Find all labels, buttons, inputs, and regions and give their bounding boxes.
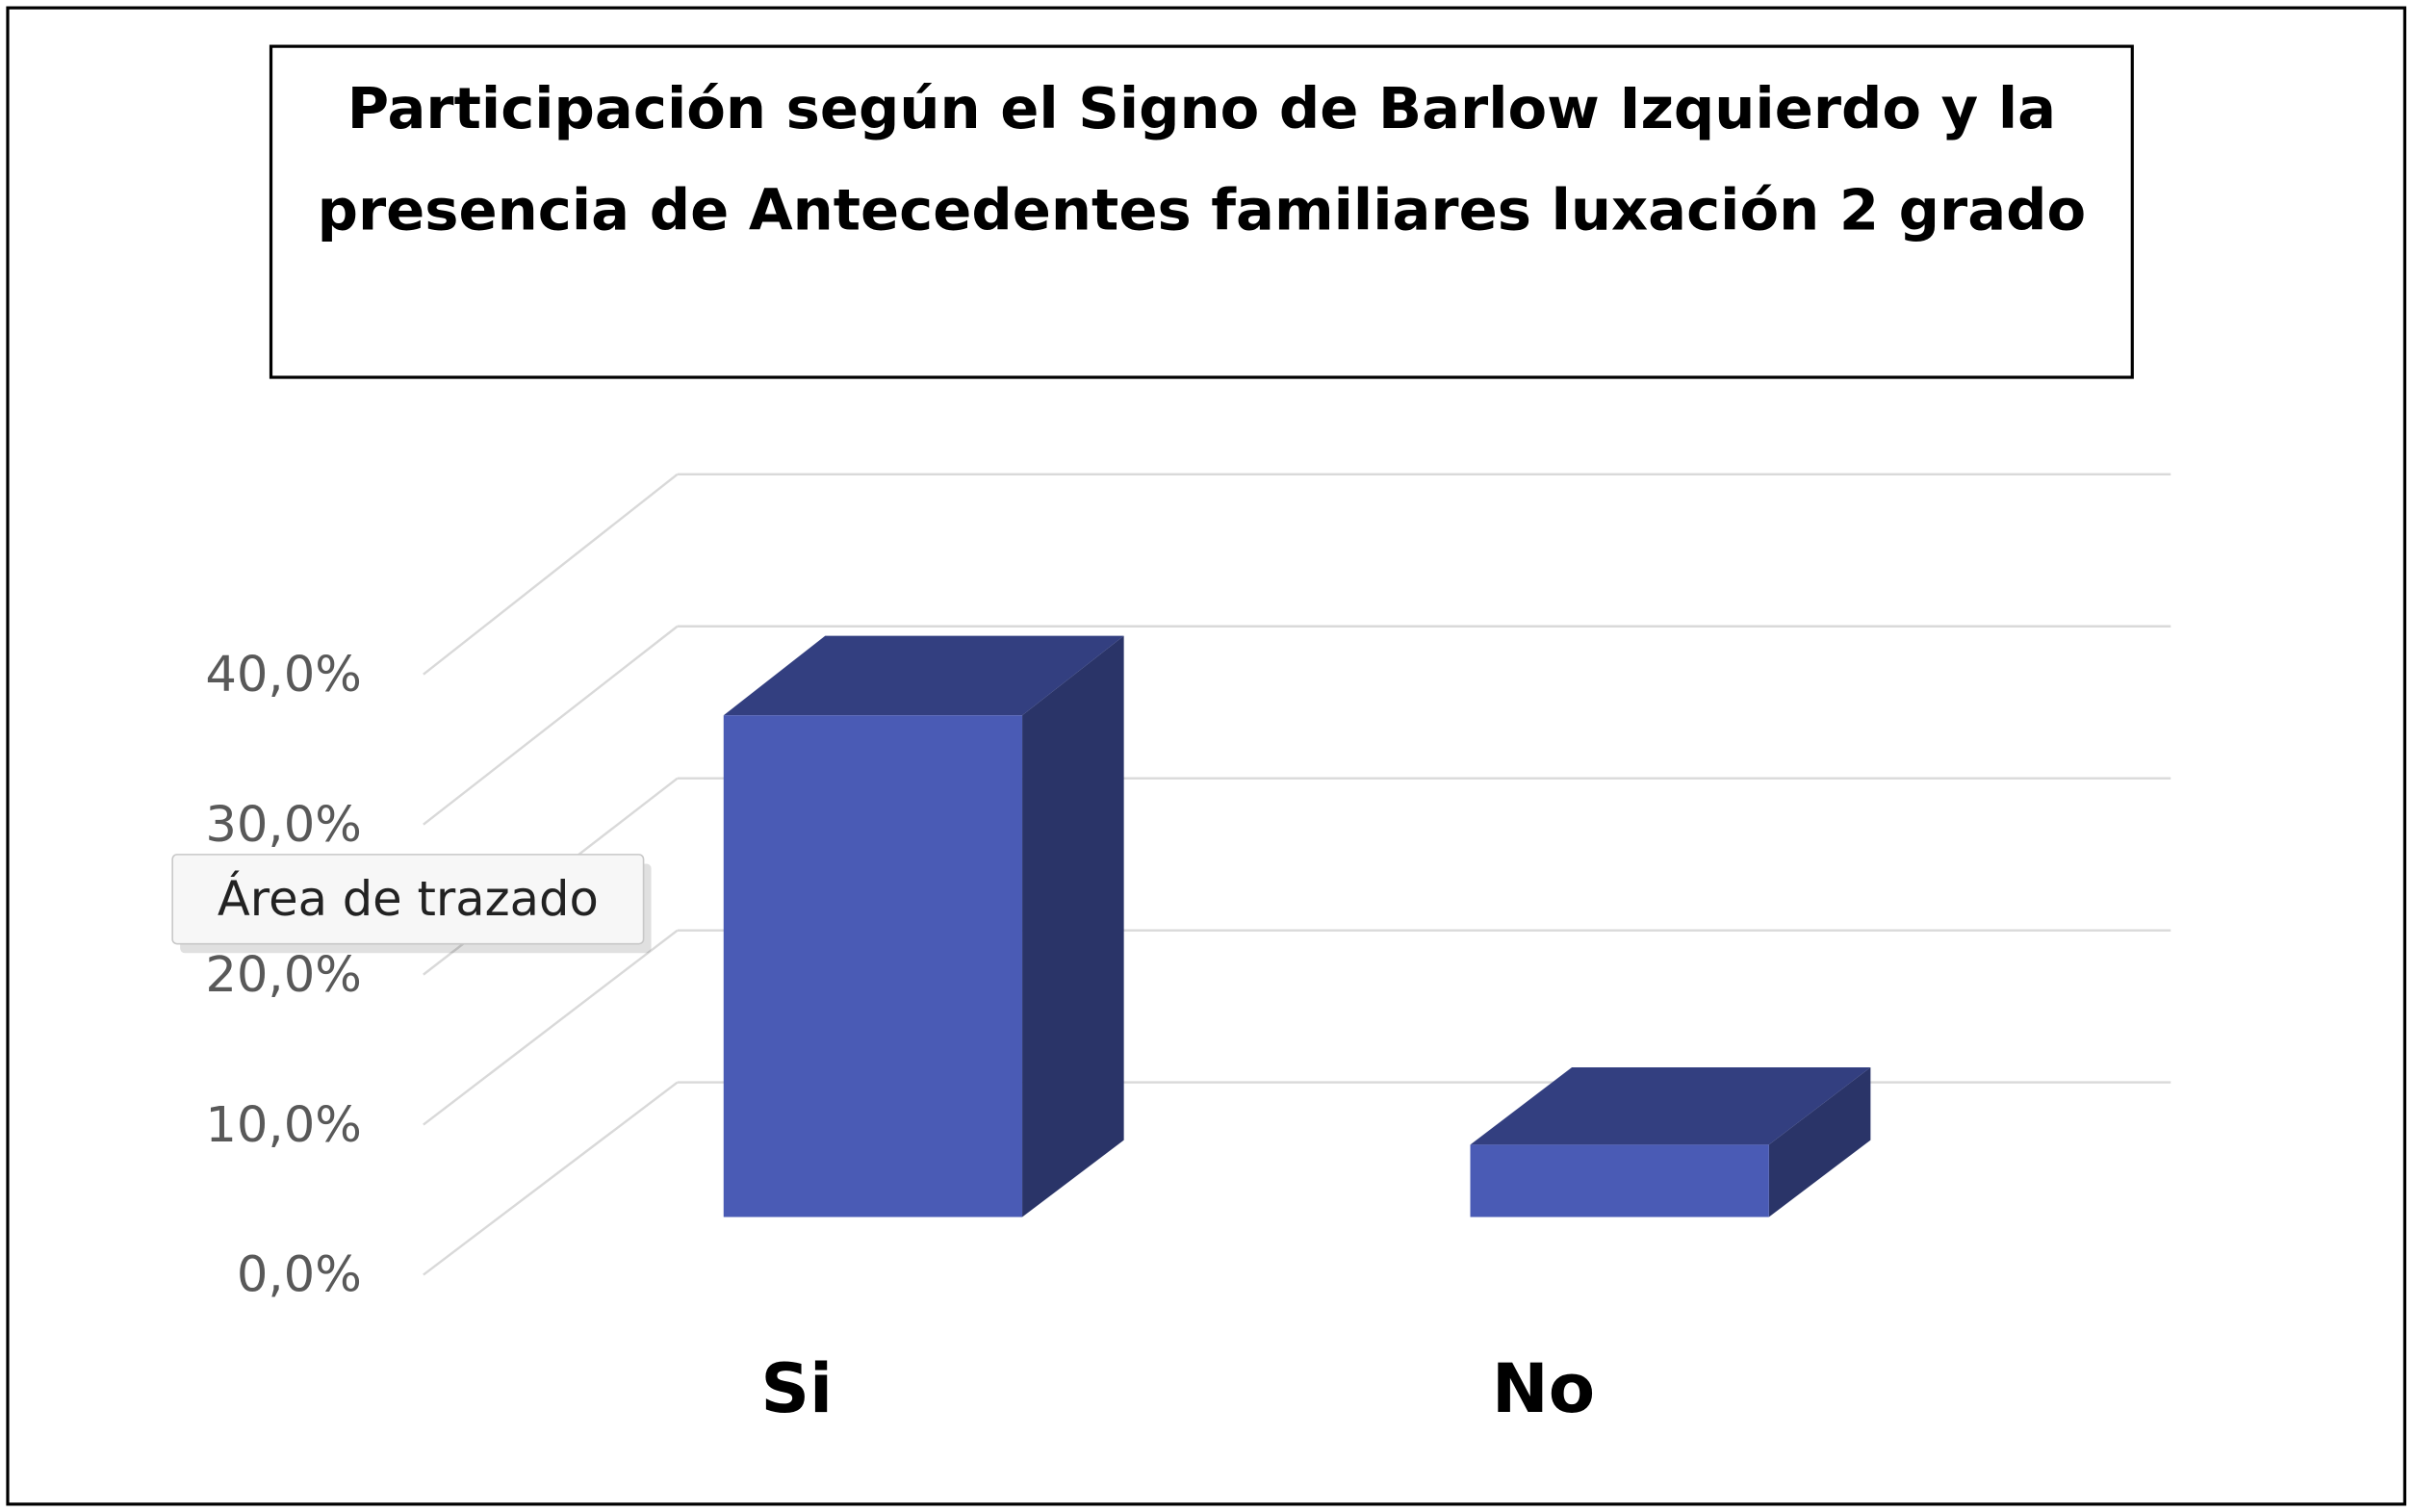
title-holder: Participación según el Signo de Barlow I… [317,75,2087,243]
bar-front [1470,1144,1769,1217]
y-tick-label: 10,0% [205,1096,362,1154]
y-tick-label: 30,0% [205,796,362,854]
bar [723,635,1124,1217]
plot-area: 0,0% 10,0% 20,0% 30,0% 40,0% Si No [205,473,2171,1428]
title-box [269,44,2134,379]
x-tick-label: No [1492,1349,1595,1428]
y-tick-label: 40,0% [205,646,362,704]
bar-top [723,635,1124,716]
grid-line-side [423,929,679,1126]
bar-side [1022,635,1124,1217]
grid-line-side [423,625,679,826]
chart-title: Participación según el Signo de Barlow I… [317,75,2087,243]
bar-side [1768,1067,1871,1217]
tooltip-box [171,854,645,945]
bar [1470,1067,1871,1217]
grid-line-side [423,473,679,676]
y-tick-label: 20,0% [205,946,362,1004]
grid-line-side [423,1081,679,1276]
tooltip: Área de trazado [171,854,652,954]
x-tick-label: Si [760,1349,833,1428]
bar-front [723,715,1023,1217]
y-tick-label: 0,0% [237,1246,362,1304]
bar-top [1470,1067,1871,1145]
tooltip-text: Área de trazado [218,870,599,927]
